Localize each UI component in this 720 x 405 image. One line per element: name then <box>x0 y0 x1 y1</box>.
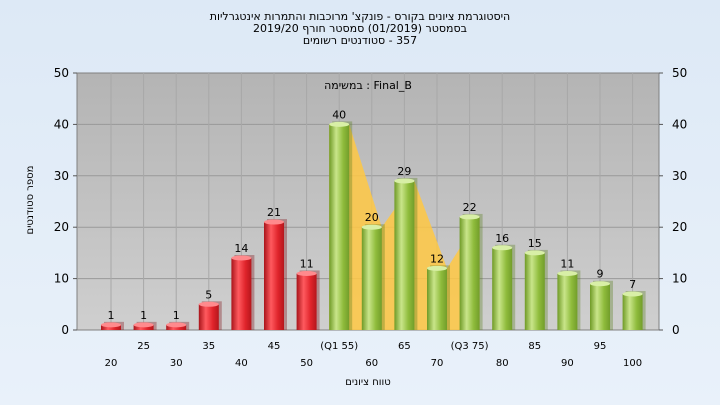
bar <box>231 258 252 330</box>
bar-value-label: 1 <box>140 309 147 322</box>
bar <box>459 216 480 330</box>
y-axis-right: 0 10 20 30 40 50 <box>659 66 687 337</box>
chart-title-line-3: 357 - סטודנטים רשומים <box>302 34 418 47</box>
bar-cap <box>361 224 382 230</box>
bar <box>524 252 545 330</box>
y-tick-label: 40 <box>54 117 69 131</box>
plot-subtitle: במשימה : Final_B <box>324 79 412 92</box>
bar-value-label: 22 <box>463 201 477 214</box>
chart-title-line-2: בסמסטר (01/2019) סמסטר חורף 2019/20 <box>253 22 467 35</box>
bar-cap <box>329 121 350 127</box>
bar-value-label: 15 <box>528 237 542 250</box>
x-tick-label: 40 <box>235 358 248 369</box>
bar-value-label: 20 <box>365 211 379 224</box>
y-tick-label-right: 0 <box>672 323 680 337</box>
bar <box>590 283 610 330</box>
bar-value-label: 9 <box>597 268 604 281</box>
x-axis: 20 25 30 35 40 45 50 (Q1 55) 60 65 70 (Q3 75) 80 85 90… <box>105 341 643 369</box>
bar-cap <box>264 219 284 225</box>
y-tick-label-right: 10 <box>672 272 687 286</box>
bar-cap <box>296 270 317 276</box>
bar-value-label: 16 <box>495 232 509 245</box>
bar-cap <box>492 245 513 251</box>
bar-cap <box>622 291 643 297</box>
bar-cap <box>101 322 121 328</box>
bar <box>296 273 317 330</box>
bar-value-label: 21 <box>267 206 281 219</box>
chart-titles: היסטוגרמת ציונים בקורס - פונקצ' מרוכבות … <box>0 0 720 47</box>
bar-value-label: 7 <box>629 278 636 291</box>
bar-value-label: 40 <box>332 108 346 121</box>
bar-cap <box>133 322 154 328</box>
x-tick-label: 25 <box>137 341 150 352</box>
bar <box>557 273 578 330</box>
bar-value-label: 1 <box>173 309 180 322</box>
bar-value-label: 11 <box>300 257 314 270</box>
bar <box>101 324 121 330</box>
bar <box>427 268 447 330</box>
y-tick-label: 50 <box>54 66 69 80</box>
bar-value-label: 5 <box>205 288 212 301</box>
y-tick-label: 30 <box>54 169 69 183</box>
y-tick-label: 20 <box>54 220 69 234</box>
bar-cap <box>166 322 187 328</box>
bar <box>329 124 350 331</box>
bar-cap <box>198 301 219 307</box>
y-axis-label: מספר סטודנטים <box>25 166 36 235</box>
bar-value-label: 12 <box>430 252 444 265</box>
bar <box>133 324 154 330</box>
bar <box>264 222 284 330</box>
y-tick-label-right: 50 <box>672 66 687 80</box>
bar-value-label: 1 <box>108 309 115 322</box>
x-tick-label: 85 <box>528 341 541 352</box>
bar-cap <box>427 265 447 271</box>
x-tick-label: 60 <box>365 358 378 369</box>
x-tick-label: 100 <box>623 358 642 369</box>
bar <box>361 227 382 330</box>
bar-cap <box>231 255 252 261</box>
bars <box>101 121 646 331</box>
x-axis-label: טווח ציונים <box>345 377 390 388</box>
bar <box>198 304 219 330</box>
chart-title-line-1: היסטוגרמת ציונים בקורס - פונקצ' מרוכבות … <box>209 10 511 23</box>
y-tick-label: 10 <box>54 272 69 286</box>
x-tick-label: (Q1 55) <box>320 341 358 352</box>
bar-cap <box>394 178 415 184</box>
y-tick-label: 0 <box>61 323 69 337</box>
bar <box>622 294 643 330</box>
bar-cap <box>590 281 610 287</box>
x-tick-label: (Q3 75) <box>451 341 489 352</box>
x-tick-label: 80 <box>496 358 509 369</box>
x-tick-label: 20 <box>105 358 118 369</box>
x-tick-label: 90 <box>561 358 574 369</box>
x-tick-label: 30 <box>170 358 183 369</box>
bar-cap <box>524 250 545 256</box>
x-tick-label: 95 <box>594 341 607 352</box>
bar <box>394 180 415 330</box>
y-axis-left: 0 10 20 30 40 50 <box>54 66 77 337</box>
bar-cap <box>557 270 578 276</box>
y-tick-label-right: 40 <box>672 117 687 131</box>
x-tick-label: 35 <box>202 341 215 352</box>
x-tick-label: 45 <box>268 341 281 352</box>
bar-value-label: 29 <box>397 165 411 178</box>
bar <box>166 324 187 330</box>
bar-value-label: 11 <box>560 257 574 270</box>
x-tick-label: 50 <box>300 358 313 369</box>
x-tick-label: 70 <box>431 358 444 369</box>
bar-cap <box>459 214 480 220</box>
y-tick-label-right: 30 <box>672 169 687 183</box>
x-tick-label: 65 <box>398 341 411 352</box>
y-tick-label-right: 20 <box>672 220 687 234</box>
bar <box>492 247 513 330</box>
bar-value-label: 14 <box>234 242 248 255</box>
